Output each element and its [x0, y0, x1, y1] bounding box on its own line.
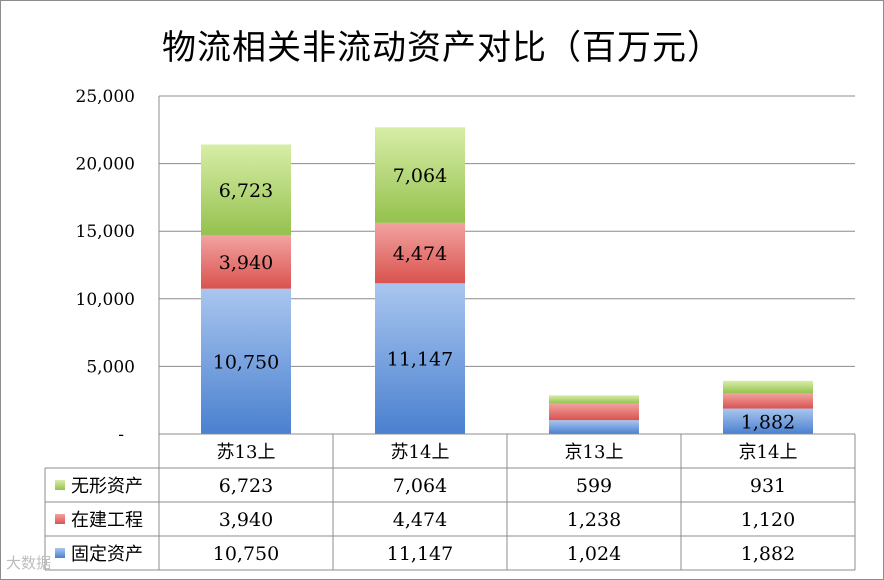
data-label: 7,064: [393, 165, 447, 187]
legend-label: 在建工程: [71, 510, 143, 531]
table-cell: 1,882: [741, 543, 795, 565]
bar-segment: [723, 393, 813, 409]
data-label: 4,474: [393, 243, 447, 265]
bar-segment: [201, 144, 291, 236]
data-label: 10,750: [213, 351, 279, 373]
table-cell: 1,120: [741, 509, 795, 531]
bar-segment: [549, 420, 639, 434]
bar-segment: [723, 380, 813, 394]
data-label: 3,940: [219, 252, 273, 274]
bar-segment: [375, 222, 465, 284]
legend-swatch: [55, 548, 65, 558]
bar-segment: [201, 235, 291, 289]
table-cell: 4,474: [393, 509, 447, 531]
bar-segment: [375, 283, 465, 434]
y-tick-label: 15,000: [76, 222, 135, 242]
y-tick-label: -: [118, 425, 124, 445]
legend-label: 无形资产: [71, 476, 143, 497]
category-label: 苏13上: [217, 442, 276, 463]
watermark: 大数据: [6, 554, 52, 572]
category-label: 京14上: [739, 442, 798, 463]
legend-swatch: [55, 480, 65, 490]
y-tick-label: 25,000: [76, 87, 135, 107]
legend-swatch: [55, 514, 65, 524]
bar-segment: [201, 288, 291, 434]
category-label: 苏14上: [391, 442, 450, 463]
bar-segment: [723, 408, 813, 434]
legend-label: 固定资产: [71, 544, 143, 565]
chart-title: 物流相关非流动资产对比（百万元）: [162, 28, 722, 68]
data-label: 1,882: [741, 411, 795, 433]
data-label: 11,147: [387, 349, 453, 371]
table-cell: 10,750: [213, 543, 279, 565]
table-cell: 7,064: [393, 475, 447, 497]
bar-segment: [549, 395, 639, 404]
table-cell: 1,238: [567, 509, 621, 531]
table-cell: 1,024: [567, 543, 621, 565]
table-cell: 931: [750, 475, 786, 497]
y-axis: - 5,000 10,000 15,000 20,000 25,000: [76, 87, 160, 445]
table-cell: 11,147: [387, 543, 453, 565]
y-tick-label: 5,000: [86, 357, 135, 377]
data-label: 6,723: [219, 180, 273, 202]
bars: 10,750 3,940 6,723 11,147 4,474 7,064 1,882: [201, 127, 813, 434]
category-label: 京13上: [565, 442, 624, 463]
table-cell: 3,940: [219, 509, 273, 531]
y-tick-label: 10,000: [76, 290, 135, 310]
table-cell: 599: [576, 475, 612, 497]
y-tick-label: 20,000: [76, 155, 135, 175]
bar-segment: [549, 403, 639, 421]
bar-segment: [375, 127, 465, 223]
table-cell: 6,723: [219, 475, 273, 497]
